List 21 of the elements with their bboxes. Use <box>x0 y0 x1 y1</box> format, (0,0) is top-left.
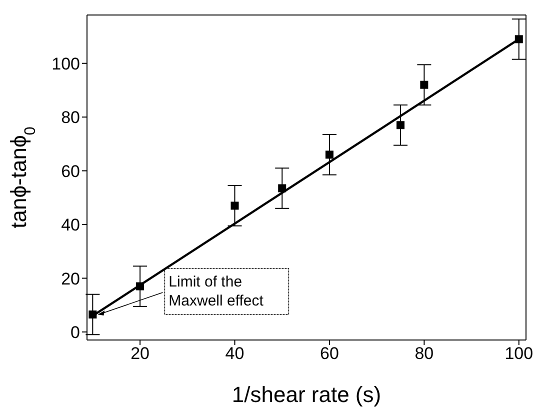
point <box>396 121 405 130</box>
y-tick-label: 20 <box>61 269 80 288</box>
x-tick-label: 60 <box>320 344 339 364</box>
point <box>325 150 334 159</box>
x-axis-title: 1/shear rate (s) <box>232 382 382 407</box>
y-tick-label: 80 <box>61 108 80 128</box>
x-tick-label: 100 <box>504 344 534 364</box>
y-tick-label: 100 <box>52 54 80 74</box>
x-tick-label: 80 <box>414 344 434 364</box>
x-tick-label: 40 <box>225 344 244 364</box>
y-tick-label: 40 <box>61 216 80 235</box>
annotation: Limit of the Maxwell effect <box>168 273 264 310</box>
point <box>230 202 239 210</box>
y-tick-label: 0 <box>70 322 80 342</box>
point <box>88 310 97 318</box>
point <box>278 184 286 192</box>
point <box>136 282 144 290</box>
point <box>514 35 523 44</box>
point <box>420 80 428 89</box>
y-tick-label: 60 <box>61 162 80 181</box>
x-tick-label: 20 <box>130 344 150 364</box>
